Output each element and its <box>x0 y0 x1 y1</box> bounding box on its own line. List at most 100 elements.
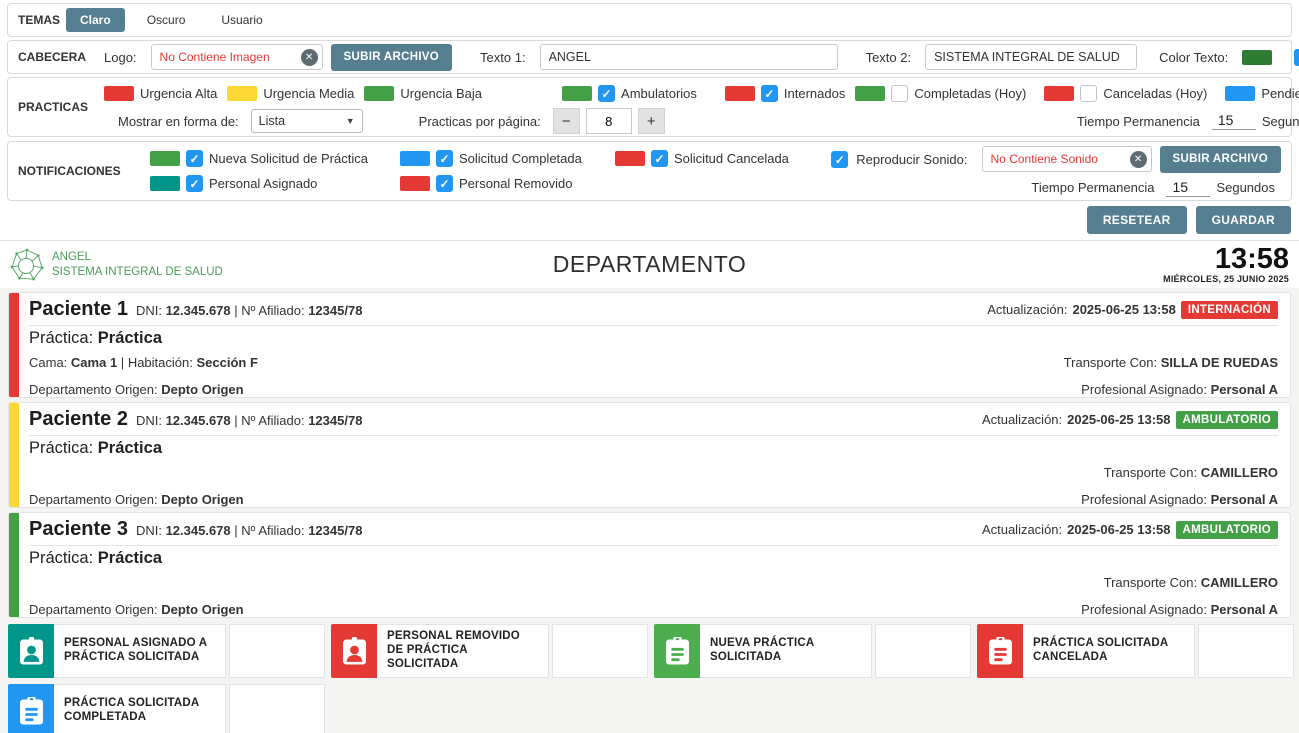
segundos-label: Segundos <box>1261 113 1299 129</box>
urgencia-media-swatch[interactable] <box>227 85 258 101</box>
canceladas-checkbox[interactable] <box>1080 84 1098 102</box>
pendientes-label: Pendientes <box>1261 85 1299 101</box>
reproducir-sonido-checkbox[interactable] <box>831 150 849 168</box>
ambulatorios-checkbox[interactable] <box>598 84 616 102</box>
nueva-solicitud-checkbox[interactable] <box>186 150 203 167</box>
reset-button[interactable]: RESETEAR <box>1086 206 1187 234</box>
legend-label: PERSONAL REMOVIDO DE PRÁCTICA SOLICITADA <box>377 624 549 678</box>
legend-counter-box <box>229 624 325 678</box>
completadas-swatch[interactable] <box>855 85 886 101</box>
themes-panel: TEMAS Claro Oscuro Usuario <box>7 3 1292 37</box>
clipboard-icon <box>977 624 1023 678</box>
status-badge: AMBULATORIO <box>1175 520 1278 539</box>
upload-logo-button[interactable]: SUBIR ARCHIVO <box>330 43 453 71</box>
texto1-input[interactable] <box>539 44 838 70</box>
patient-card-1: Paciente 1 DNI: 12.345.678 | Nº Afiliado… <box>8 292 1291 398</box>
patient-depto: Departamento Origen: Depto Origen <box>29 382 244 397</box>
clipboard-icon <box>8 684 54 733</box>
per-page-plus-button[interactable]: + <box>637 108 665 134</box>
mostrar-reloj-checkbox[interactable] <box>1294 48 1299 66</box>
per-page-label: Practicas por página: <box>418 113 541 129</box>
patient-depto: Departamento Origen: Depto Origen <box>29 492 244 507</box>
personal-removido-checkbox[interactable] <box>436 175 453 192</box>
legend-counter-box <box>552 624 648 678</box>
urgencia-baja-swatch[interactable] <box>364 85 395 101</box>
per-page-input[interactable] <box>585 108 632 134</box>
legend-label: PERSONAL ASIGNADO A PRÁCTICA SOLICITADA <box>54 624 226 678</box>
tab-oscuro[interactable]: Oscuro <box>133 8 200 32</box>
chevron-down-icon: ▼ <box>345 116 355 126</box>
notif-tiempo-label: Tiempo Permanencia <box>1031 180 1155 195</box>
personal-removido-swatch[interactable] <box>400 176 430 191</box>
patient-profesional: Profesional Asignado: Personal A <box>1081 382 1278 397</box>
legend-counter-box <box>229 684 325 733</box>
notif-tiempo-input[interactable] <box>1166 178 1211 197</box>
internados-checkbox[interactable] <box>760 84 778 102</box>
clipboard-icon <box>654 624 700 678</box>
ambulatorios-swatch[interactable] <box>562 85 593 101</box>
display-mode-select[interactable]: Lista ▼ <box>250 109 363 133</box>
personal-removido-label: Personal Removido <box>459 176 573 191</box>
patient-transporte: Transporte Con: CAMILLERO <box>1103 575 1278 590</box>
solicitud-completada-checkbox[interactable] <box>436 150 453 167</box>
color-texto-label: Color Texto: <box>1159 49 1229 65</box>
tab-usuario[interactable]: Usuario <box>207 8 276 32</box>
practices-panel: PRACTICAS Urgencia Alta Urgencia Media U… <box>7 77 1299 137</box>
preview-body: Paciente 1 DNI: 12.345.678 | Nº Afiliado… <box>0 288 1299 733</box>
patient-cama: Cama: Cama 1 | Habitación: Sección F <box>29 355 258 370</box>
solicitud-cancelada-label: Solicitud Cancelada <box>674 151 789 166</box>
patient-update: Actualización: 2025-06-25 13:58 AMBULATO… <box>982 410 1278 429</box>
clear-logo-icon[interactable]: ✕ <box>300 48 318 66</box>
notifications-section-label: NOTIFICACIONES <box>18 164 121 178</box>
canceladas-swatch[interactable] <box>1044 85 1075 101</box>
legend-practica-completada: PRÁCTICA SOLICITADA COMPLETADA <box>8 684 325 733</box>
id-badge-icon <box>331 624 377 678</box>
legend-counter-box <box>875 624 971 678</box>
legend-practica-cancelada: PRÁCTICA SOLICITADA CANCELADA <box>977 624 1294 678</box>
color-texto-swatch[interactable] <box>1242 49 1273 65</box>
status-badge: INTERNACIÓN <box>1180 300 1278 319</box>
page-title: DEPARTAMENTO <box>552 251 747 277</box>
nueva-solicitud-swatch[interactable] <box>150 151 180 166</box>
texto2-input[interactable] <box>925 44 1138 70</box>
completadas-checkbox[interactable] <box>891 84 909 102</box>
urgencia-baja-label: Urgencia Baja <box>400 85 483 101</box>
clock: 13:58 MIÉRCOLES, 25 JUNIO 2025 <box>1163 245 1289 284</box>
legend-label: PRÁCTICA SOLICITADA CANCELADA <box>1023 624 1195 678</box>
header-config-panel: CABECERA Logo: No Contiene Imagen ✕ SUBI… <box>7 40 1299 74</box>
solicitud-cancelada-swatch[interactable] <box>615 151 645 166</box>
pendientes-swatch[interactable] <box>1225 85 1256 101</box>
clock-time: 13:58 <box>1214 243 1289 275</box>
patient-depto: Departamento Origen: Depto Origen <box>29 602 244 617</box>
solicitud-cancelada-checkbox[interactable] <box>651 150 668 167</box>
internados-swatch[interactable] <box>724 85 755 101</box>
urgencia-alta-swatch[interactable] <box>104 85 134 101</box>
urgency-color-bar <box>9 293 19 397</box>
tab-claro[interactable]: Claro <box>66 8 125 32</box>
logo-sphere-icon <box>10 248 44 280</box>
logo-label: Logo: <box>104 49 137 65</box>
themes-section-label: TEMAS <box>18 13 60 27</box>
legend-counter-box <box>1198 624 1294 678</box>
save-button[interactable]: GUARDAR <box>1195 206 1291 234</box>
per-page-minus-button[interactable]: − <box>552 108 580 134</box>
clear-sonido-icon[interactable]: ✕ <box>1129 150 1147 168</box>
internados-label: Internados <box>783 85 846 101</box>
tiempo-permanencia-input[interactable] <box>1211 112 1256 130</box>
urgency-color-bar <box>9 403 19 507</box>
notif-segundos-label: Segundos <box>1216 180 1275 195</box>
upload-sonido-button[interactable]: SUBIR ARCHIVO <box>1159 145 1281 173</box>
personal-asignado-checkbox[interactable] <box>186 175 203 192</box>
solicitud-completada-label: Solicitud Completada <box>459 151 582 166</box>
solicitud-completada-swatch[interactable] <box>400 151 430 166</box>
app-logo: ANGEL SISTEMA INTEGRAL DE SALUD <box>10 248 223 282</box>
notifications-panel: NOTIFICACIONES Nueva Solicitud de Prácti… <box>7 141 1292 201</box>
patient-card-3: Paciente 3 DNI: 12.345.678 | Nº Afiliado… <box>8 512 1291 618</box>
patient-transporte: Transporte Con: CAMILLERO <box>1103 465 1278 480</box>
urgencia-alta-label: Urgencia Alta <box>140 85 218 101</box>
patient-card-2: Paciente 2 DNI: 12.345.678 | Nº Afiliado… <box>8 402 1291 508</box>
logo-file-field: No Contiene Imagen ✕ <box>150 44 323 70</box>
preview-header: ANGEL SISTEMA INTEGRAL DE SALUD DEPARTAM… <box>0 240 1299 288</box>
personal-asignado-swatch[interactable] <box>150 176 180 191</box>
completadas-label: Completadas (Hoy) <box>914 85 1027 101</box>
